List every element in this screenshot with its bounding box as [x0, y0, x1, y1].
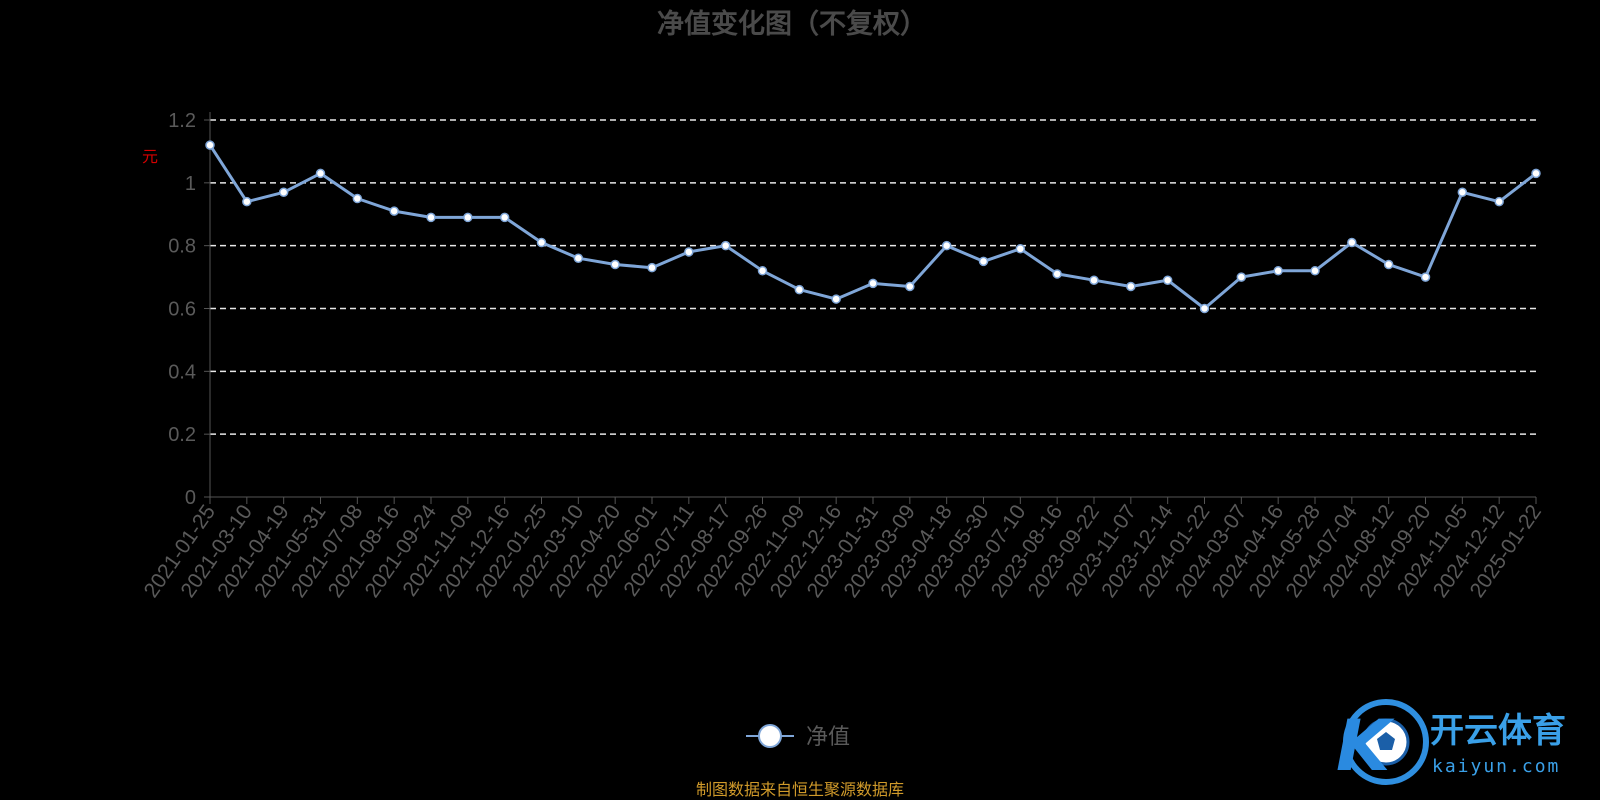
data-point[interactable]: [315, 168, 326, 179]
data-point[interactable]: [389, 206, 399, 216]
logo-letter: K: [1336, 705, 1395, 787]
data-point[interactable]: [1531, 168, 1541, 179]
data-point[interactable]: [1089, 275, 1099, 285]
axes: [204, 112, 1537, 504]
data-point[interactable]: [978, 256, 989, 267]
data-point[interactable]: [1457, 187, 1468, 198]
data-point[interactable]: [573, 253, 584, 263]
y-tick-label: 0.2: [168, 424, 196, 446]
chart-title: 净值变化图（不复权）: [657, 8, 927, 40]
logo-subtext: kaiyun.com: [1432, 756, 1560, 777]
legend[interactable]: 净值: [746, 724, 850, 750]
y-tick-labels: 0 0.2 0.4 0.6 0.8 1 1.2: [168, 110, 196, 509]
data-point[interactable]: [757, 266, 768, 276]
grid-lines: [210, 119, 1536, 435]
kaiyun-logo: K 开云体育 kaiyun.com: [1336, 699, 1566, 787]
data-point[interactable]: [278, 187, 289, 198]
x-tick-labels: 2021-01-252021-03-102021-04-192021-05-31…: [140, 500, 1546, 601]
y-tick-label: 0: [185, 487, 196, 509]
data-point[interactable]: [905, 281, 915, 292]
data-point[interactable]: [1236, 272, 1247, 282]
data-point[interactable]: [536, 237, 547, 248]
legend-marker: [758, 724, 782, 748]
data-point[interactable]: [684, 247, 694, 257]
data-point[interactable]: [1015, 244, 1026, 254]
data-point[interactable]: [868, 278, 878, 289]
series-net-value: [205, 140, 1541, 314]
logo-ring: [1343, 699, 1429, 785]
data-point[interactable]: [1310, 266, 1320, 276]
y-tick-label: 0.4: [168, 361, 196, 383]
logo-text: 开云体育: [1430, 711, 1566, 751]
y-tick-label: 0.8: [168, 236, 196, 258]
data-source-note: 制图数据来自恒生聚源数据库: [696, 780, 904, 799]
data-point[interactable]: [1347, 237, 1357, 248]
y-tick-label: 0.6: [168, 299, 196, 321]
data-point[interactable]: [426, 212, 436, 223]
data-point[interactable]: [1052, 269, 1062, 279]
data-point[interactable]: [941, 240, 952, 251]
data-point[interactable]: [1494, 196, 1504, 207]
data-point[interactable]: [205, 140, 215, 150]
data-point[interactable]: [1420, 272, 1431, 282]
y-axis-label: 元: [142, 147, 158, 166]
data-point[interactable]: [1162, 275, 1173, 285]
data-point[interactable]: [610, 259, 620, 270]
data-point[interactable]: [463, 212, 473, 223]
data-point[interactable]: [1199, 303, 1210, 314]
data-point[interactable]: [831, 294, 841, 304]
data-point[interactable]: [1126, 281, 1136, 292]
data-point[interactable]: [1383, 259, 1394, 270]
y-tick-label: 1.2: [168, 110, 196, 132]
data-point[interactable]: [1273, 266, 1283, 276]
data-point[interactable]: [647, 262, 657, 273]
soccer-ball-patch: [1377, 732, 1395, 750]
y-tick-label: 1: [185, 173, 196, 195]
data-point[interactable]: [720, 240, 731, 251]
data-point[interactable]: [352, 193, 363, 204]
data-point[interactable]: [794, 284, 805, 295]
data-point[interactable]: [499, 212, 510, 223]
data-point[interactable]: [242, 196, 252, 207]
legend-label: 净值: [806, 725, 850, 750]
